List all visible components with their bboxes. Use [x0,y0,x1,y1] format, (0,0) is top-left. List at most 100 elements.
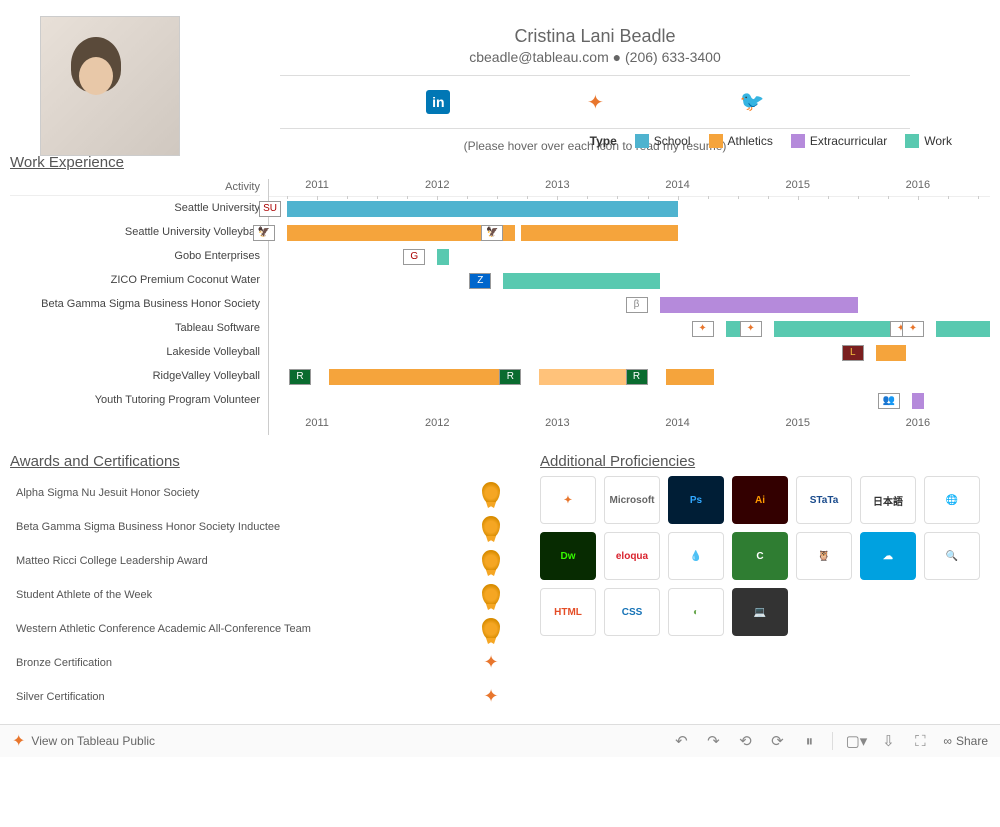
proficiency-item[interactable]: Ai [732,476,788,524]
device-icon[interactable]: ▢▾ [847,732,865,750]
proficiency-item[interactable]: ☁ [860,532,916,580]
gantt-row-icon[interactable]: Z [469,273,491,289]
proficiency-item[interactable]: ✦ [540,476,596,524]
revert-icon[interactable]: ⟲ [736,732,754,750]
proficiency-grid: ✦MicrosoftPsAiSTaTa日本語🌐 Dweloqua💧C🦉☁🔍 HTML… [540,476,990,636]
gantt-row-icon[interactable]: SU [259,201,281,217]
award-label: Matteo Ricci College Leadership Award [16,555,208,567]
refresh-icon[interactable]: ⟳ [768,732,786,750]
legend-label: Work [924,134,952,148]
gantt-year-label: 2015 [785,417,809,429]
gantt-row-icon[interactable]: β [626,297,648,313]
gantt-bar[interactable] [774,321,906,337]
gantt-bar[interactable] [666,369,714,385]
gantt-bar-row: L [269,341,990,365]
tableau-icon[interactable] [583,90,607,114]
proficiency-item[interactable]: 🔍 [924,532,980,580]
award-item[interactable]: Matteo Ricci College Leadership Award [10,544,520,578]
proficiency-item[interactable]: 🦉 [796,532,852,580]
email: cbeadle@tableau.com [469,49,609,65]
gantt-row-label: Gobo Enterprises [10,244,260,268]
download-icon[interactable]: ⇩ [879,732,897,750]
redo-icon[interactable]: ↷ [704,732,722,750]
proficiency-item[interactable]: 日本語 [860,476,916,524]
gantt-row-icon[interactable]: 🦅 [253,225,275,241]
undo-icon[interactable]: ↶ [672,732,690,750]
awards-title: Awards and Certifications [10,453,520,470]
proficiency-item[interactable]: 💧 [668,532,724,580]
gantt-row-icon[interactable]: R [289,369,311,385]
award-item[interactable]: Student Athlete of the Week [10,578,520,612]
award-item[interactable]: Alpha Sigma Nu Jesuit Honor Society [10,476,520,510]
proficiencies-title: Additional Proficiencies [540,453,990,470]
footer-separator [832,732,833,750]
share-button[interactable]: ∞ Share [943,734,988,748]
proficiency-item[interactable]: C [732,532,788,580]
legend-item[interactable]: School [635,134,691,148]
gantt-bar[interactable] [521,225,677,241]
proficiency-item[interactable]: 🌐 [924,476,980,524]
gantt-row-icon[interactable]: G [403,249,425,265]
gantt-row-icon[interactable]: ✦ [740,321,762,337]
divider-bottom [280,128,910,129]
proficiency-item[interactable]: Microsoft [604,476,660,524]
gantt-year-label: 2016 [906,179,930,191]
proficiency-item[interactable]: Ps [668,476,724,524]
legend-item[interactable]: Athletics [709,134,773,148]
twitter-icon[interactable]: 🐦 [740,90,764,114]
gantt-row-icon[interactable]: 👥 [878,393,900,409]
fullscreen-icon[interactable]: ⛶ [911,732,929,750]
gantt-bar-row: RRR [269,365,990,389]
award-item[interactable]: Silver Certification✦ [10,680,520,714]
phone: (206) 633-3400 [625,49,721,65]
proficiency-item[interactable]: eloqua [604,532,660,580]
medal-icon [482,550,500,572]
award-item[interactable]: Bronze Certification✦ [10,646,520,680]
proficiency-item[interactable]: STaTa [796,476,852,524]
medal-icon [482,584,500,606]
award-label: Western Athletic Conference Academic All… [16,623,311,635]
tableau-badge-icon: ✦ [482,652,500,674]
gantt-bar[interactable] [660,297,858,313]
gantt-row-icon[interactable]: L [842,345,864,361]
proficiency-item[interactable]: Dw [540,532,596,580]
legend-label: School [654,134,691,148]
proficiency-item[interactable]: 💻 [732,588,788,636]
bullet: ● [613,49,621,65]
legend-label: Athletics [728,134,773,148]
view-on-public-label: View on Tableau Public [31,734,155,748]
legend-item[interactable]: Work [905,134,952,148]
gantt-row-icon[interactable]: ✦ [902,321,924,337]
gantt-year-label: 2012 [425,179,449,191]
footer-left[interactable]: ✦ View on Tableau Public [12,731,155,751]
award-item[interactable]: Western Athletic Conference Academic All… [10,612,520,646]
gantt-bar[interactable] [287,201,678,217]
gantt-row-icon[interactable]: R [499,369,521,385]
proficiency-item[interactable]: CSS [604,588,660,636]
gantt-bar-row: 👥 [269,389,990,413]
gantt-years-bottom: 201120122013201420152016 [269,417,990,435]
gantt-row-label: Tableau Software [10,316,260,340]
gantt-bar[interactable] [329,369,521,385]
pause-icon[interactable]: ⏸ [800,732,818,750]
legend-item[interactable]: Extracurricular [791,134,887,148]
gantt-bar[interactable] [503,273,659,289]
gantt-year-label: 2016 [906,417,930,429]
work-experience-title: Work Experience [10,154,990,171]
award-label: Alpha Sigma Nu Jesuit Honor Society [16,487,199,499]
gantt-bar[interactable] [876,345,906,361]
gantt-bar-row: 🦅🦅 [269,221,990,245]
proficiency-item[interactable]: ◐ [668,588,724,636]
proficiency-item[interactable]: HTML [540,588,596,636]
linkedin-icon[interactable]: in [426,90,450,114]
gantt-row-icon[interactable]: R [626,369,648,385]
divider-top [280,75,910,76]
gantt-bar[interactable] [936,321,990,337]
gantt-row-icon[interactable]: 🦅 [481,225,503,241]
gantt-bar[interactable] [912,393,924,409]
award-item[interactable]: Beta Gamma Sigma Business Honor Society … [10,510,520,544]
gantt-row-icon[interactable]: ✦ [692,321,714,337]
gantt-year-label: 2013 [545,179,569,191]
gantt-row-label: ZICO Premium Coconut Water [10,268,260,292]
gantt-bar[interactable] [437,249,449,265]
